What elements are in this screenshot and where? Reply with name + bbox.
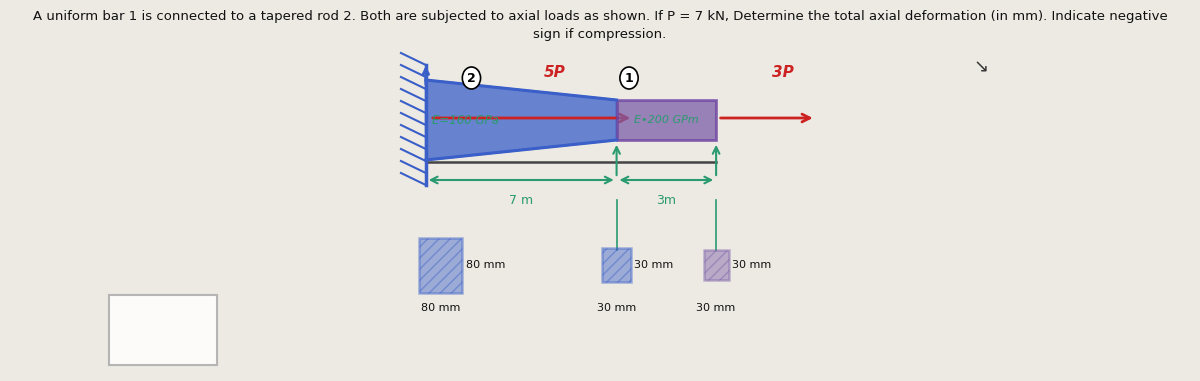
- Text: 30 mm: 30 mm: [696, 303, 736, 313]
- Circle shape: [620, 67, 638, 89]
- Text: 80 mm: 80 mm: [466, 260, 505, 270]
- Bar: [419, 237, 462, 293]
- Text: E•200 GPm: E•200 GPm: [634, 115, 698, 125]
- Polygon shape: [426, 80, 617, 160]
- Text: ↘: ↘: [974, 59, 989, 77]
- Bar: [602, 248, 631, 282]
- Text: 1: 1: [625, 72, 634, 85]
- Text: 30 mm: 30 mm: [634, 260, 673, 270]
- Text: 80 mm: 80 mm: [421, 303, 461, 313]
- Bar: [109, 295, 217, 365]
- Text: E=160 GPa: E=160 GPa: [432, 114, 499, 126]
- Text: sign if compression.: sign if compression.: [533, 28, 667, 41]
- Bar: [703, 250, 728, 280]
- Text: A uniform bar 1 is connected to a tapered rod 2. Both are subjected to axial loa: A uniform bar 1 is connected to a tapere…: [32, 10, 1168, 23]
- Text: 3P: 3P: [772, 64, 793, 80]
- Bar: [617, 100, 716, 140]
- Text: 2: 2: [467, 72, 476, 85]
- Circle shape: [462, 67, 480, 89]
- Text: 30 mm: 30 mm: [732, 260, 772, 270]
- Text: 7 m: 7 m: [509, 194, 533, 207]
- Text: 5P: 5P: [544, 64, 565, 80]
- Text: 3m: 3m: [656, 194, 677, 207]
- Text: 30 mm: 30 mm: [596, 303, 636, 313]
